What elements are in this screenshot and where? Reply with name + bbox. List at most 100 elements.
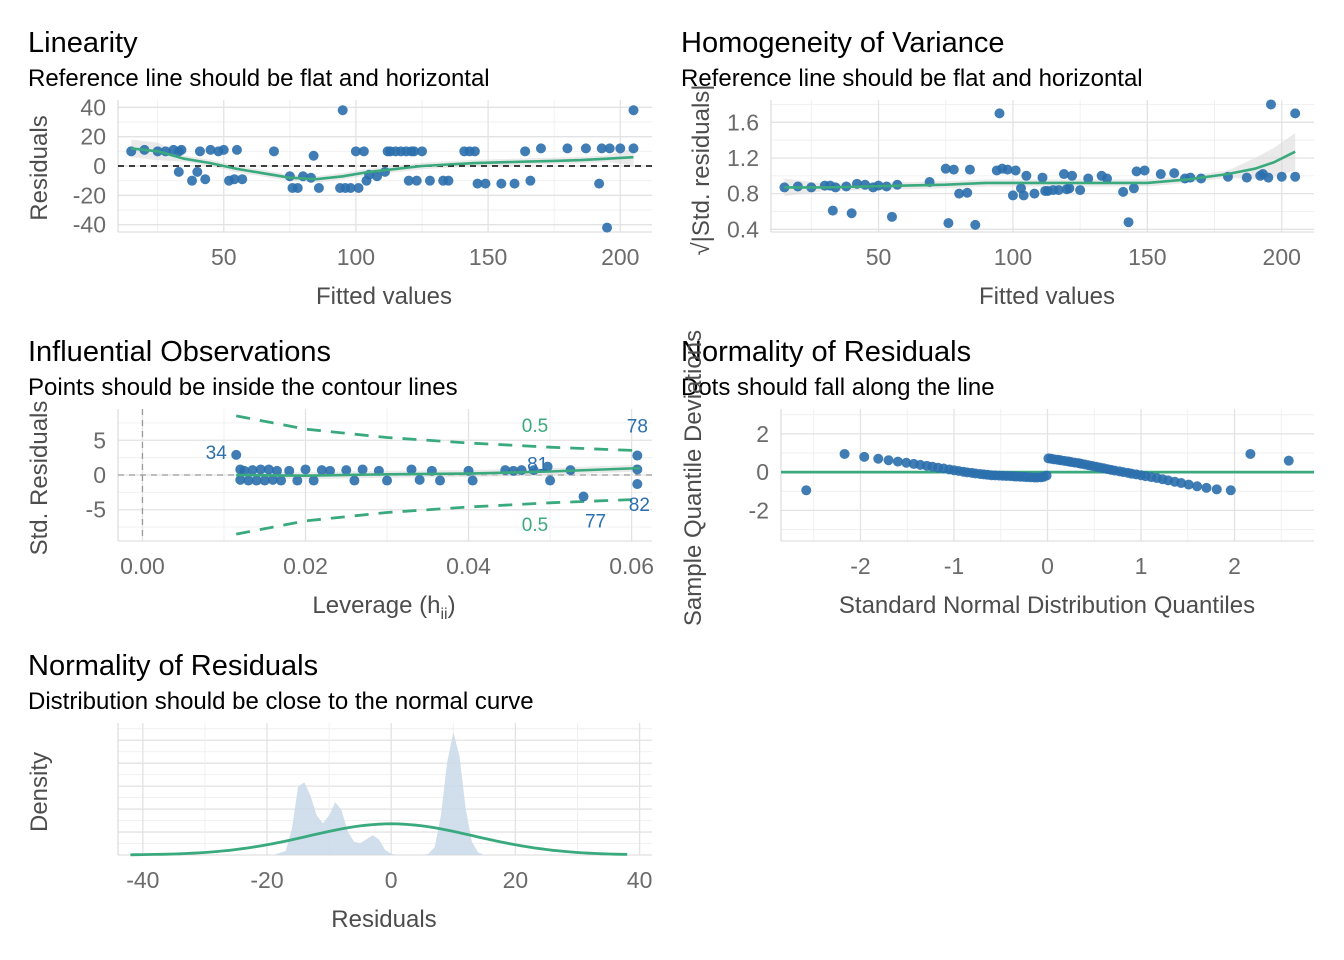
linearity-point xyxy=(403,175,414,186)
linearity-point xyxy=(194,146,205,157)
influential-point xyxy=(243,475,254,486)
x-tick-label: 150 xyxy=(1128,244,1166,270)
qq-point xyxy=(1192,481,1203,492)
y-tick-label: 40 xyxy=(80,94,106,120)
homogeneity-point xyxy=(1123,217,1134,228)
linearity-point xyxy=(176,144,187,155)
qq-point xyxy=(892,456,903,467)
linearity-point xyxy=(268,146,279,157)
homogeneity-smooth-line xyxy=(784,150,1296,189)
qq-point xyxy=(839,448,850,459)
homogeneity-point xyxy=(1053,185,1064,196)
contour-label-lower: 0.5 xyxy=(522,515,548,536)
homogeneity-point xyxy=(1083,173,1094,184)
qq-point xyxy=(859,451,870,462)
x-tick-label: -20 xyxy=(250,867,283,893)
influential-point xyxy=(263,464,274,475)
x-tick-label: 150 xyxy=(469,244,507,270)
linearity-point xyxy=(237,174,248,185)
influential-point xyxy=(382,475,393,486)
contour-label-upper: 0.5 xyxy=(522,416,548,437)
x-tick-label: 0.04 xyxy=(446,553,491,579)
homogeneity-point xyxy=(846,208,857,219)
homogeneity-x-axis-title: Fitted values xyxy=(979,283,1115,310)
y-tick-label: 0 xyxy=(93,153,106,179)
homogeneity-point xyxy=(886,211,897,222)
density-plot-area: -40 -20 0 20 40 xyxy=(117,723,652,893)
linearity-point xyxy=(596,143,607,154)
homogeneity-point xyxy=(962,187,973,198)
linearity-point xyxy=(628,143,639,154)
x-tick-label: 0.02 xyxy=(283,553,328,579)
homogeneity-point xyxy=(1155,169,1166,180)
influential-y-axis-title: Std. Residuals xyxy=(26,401,53,556)
qq-point xyxy=(1183,479,1194,490)
density-y-axis-title: Density xyxy=(26,752,53,832)
linearity-point xyxy=(292,183,303,193)
linearity-x-axis-title: Fitted values xyxy=(316,283,452,310)
qq-subtitle: Dots should fall along the line xyxy=(681,374,995,401)
x-tick-label: 100 xyxy=(994,244,1032,270)
linearity-point xyxy=(424,175,435,186)
homogeneity-point xyxy=(1002,164,1013,175)
homogeneity-point xyxy=(1064,183,1075,194)
homogeneity-point xyxy=(1128,183,1139,194)
qq-point xyxy=(801,485,812,496)
homogeneity-point xyxy=(970,219,981,230)
qq-point xyxy=(1176,478,1187,489)
x-tick-label: -40 xyxy=(126,867,159,893)
normal-curve-line xyxy=(130,822,628,857)
linearity-point xyxy=(411,175,422,186)
influential-point xyxy=(292,475,303,486)
linearity-point xyxy=(509,178,520,189)
homogeneity-point xyxy=(1059,169,1070,180)
qq-title: Normality of Residuals xyxy=(681,336,971,368)
qq-point xyxy=(901,457,912,468)
linearity-point xyxy=(313,183,324,193)
linearity-y-axis-title: Residuals xyxy=(26,115,53,220)
y-tick-label: -5 xyxy=(86,497,106,523)
linearity-point xyxy=(472,178,483,189)
linearity-point xyxy=(173,166,184,177)
homogeneity-point xyxy=(1265,99,1276,110)
influential-smooth-line xyxy=(236,466,640,478)
y-tick-label: -2 xyxy=(749,497,769,523)
y-tick-label: 0 xyxy=(93,462,106,488)
linearity-point xyxy=(580,143,591,154)
linearity-point xyxy=(535,143,546,154)
qq-x-axis-title: Standard Normal Distribution Quantiles xyxy=(839,592,1255,619)
linearity-point xyxy=(480,178,491,189)
linearity-point xyxy=(337,105,348,116)
influential-point xyxy=(516,465,527,476)
qq-panel: Normality of Residuals Dots should fall … xyxy=(680,330,1314,626)
y-tick-label: 0 xyxy=(756,459,769,485)
influential-title: Influential Observations xyxy=(28,336,331,368)
homogeneity-point xyxy=(948,164,959,175)
linearity-point xyxy=(353,183,364,193)
homogeneity-point xyxy=(1067,170,1078,181)
linearity-title: Linearity xyxy=(28,27,138,59)
influential-point xyxy=(632,479,643,490)
leverage-subscript: ii xyxy=(440,606,447,623)
qq-point xyxy=(1201,482,1212,493)
influential-point xyxy=(341,465,352,476)
homogeneity-point xyxy=(1021,170,1032,181)
influential-point xyxy=(259,475,270,486)
homogeneity-point xyxy=(827,205,838,216)
linearity-point xyxy=(525,175,536,186)
homogeneity-subtitle: Reference line should be flat and horizo… xyxy=(681,65,1143,92)
linearity-point xyxy=(218,144,229,155)
linearity-subtitle: Reference line should be flat and horizo… xyxy=(28,65,490,92)
linearity-point xyxy=(231,144,242,155)
cooks-contour-upper xyxy=(235,414,640,453)
x-tick-label: 200 xyxy=(1263,244,1301,270)
leverage-close-paren: ) xyxy=(448,592,456,619)
influential-plot-area: 0.00 0.02 0.04 0.06 5 0 -5 0.5 0.5 34 81 78 82 77 xyxy=(86,409,654,579)
influential-point xyxy=(255,464,266,475)
point-label-34: 34 xyxy=(206,443,228,464)
influential-panel: Influential Observations Points should b… xyxy=(26,336,654,623)
linearity-point xyxy=(409,146,420,157)
homogeneity-point xyxy=(1007,190,1018,201)
homogeneity-point xyxy=(1290,108,1301,119)
